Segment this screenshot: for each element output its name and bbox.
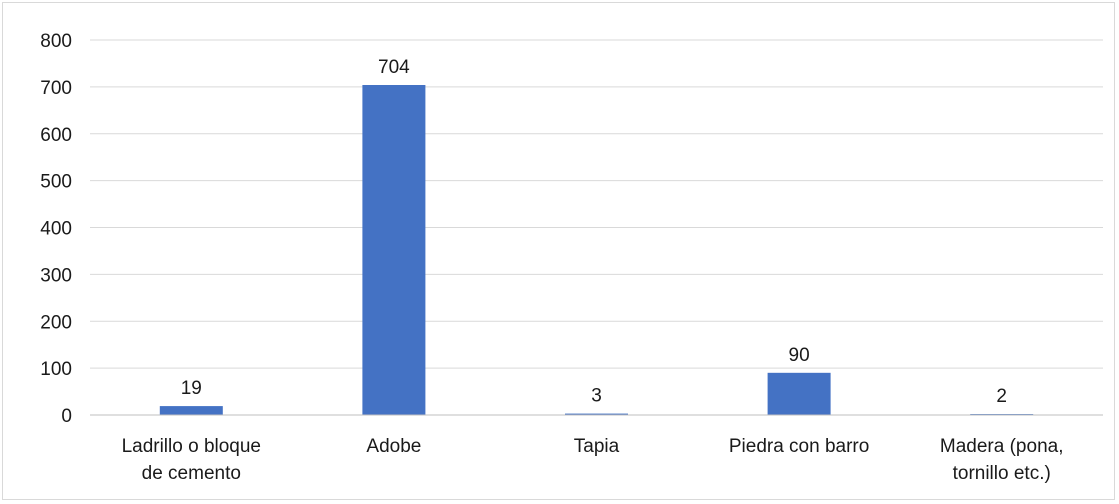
y-tick-label: 0 <box>61 406 72 427</box>
data-label: 704 <box>378 57 410 78</box>
y-tick-label: 100 <box>40 359 72 380</box>
bar <box>565 413 628 415</box>
bars <box>159 85 1034 415</box>
data-label: 3 <box>591 386 602 407</box>
bar <box>767 372 831 415</box>
data-label: 90 <box>789 345 810 366</box>
x-category-label: de cemento <box>142 463 241 484</box>
y-tick-label: 800 <box>40 31 72 52</box>
x-category-label: Adobe <box>366 436 421 457</box>
data-label: 2 <box>996 386 1007 407</box>
gridlines <box>90 39 1103 369</box>
x-category-label: Ladrillo o bloque <box>122 436 261 457</box>
bar <box>159 406 223 415</box>
y-tick-label: 300 <box>40 265 72 286</box>
data-label: 19 <box>181 378 202 399</box>
y-tick-label: 500 <box>40 172 72 193</box>
x-category-label: Tapia <box>574 436 620 457</box>
y-tick-label: 700 <box>40 78 72 99</box>
y-axis-tick-labels: 0 100 200 300 400 500 600 700 800 <box>40 31 72 427</box>
y-tick-label: 600 <box>40 125 72 146</box>
x-category-label: tornillo etc.) <box>953 463 1051 484</box>
y-tick-label: 400 <box>40 219 72 240</box>
x-category-label: Madera (pona, <box>940 436 1064 457</box>
data-labels: 19 704 3 90 2 <box>181 57 1007 407</box>
x-category-label: Piedra con barro <box>729 436 869 457</box>
x-axis-category-labels: Ladrillo o bloque de cemento Adobe Tapia Pie… <box>122 436 1064 484</box>
bar <box>362 85 426 415</box>
y-tick-label: 200 <box>40 312 72 333</box>
